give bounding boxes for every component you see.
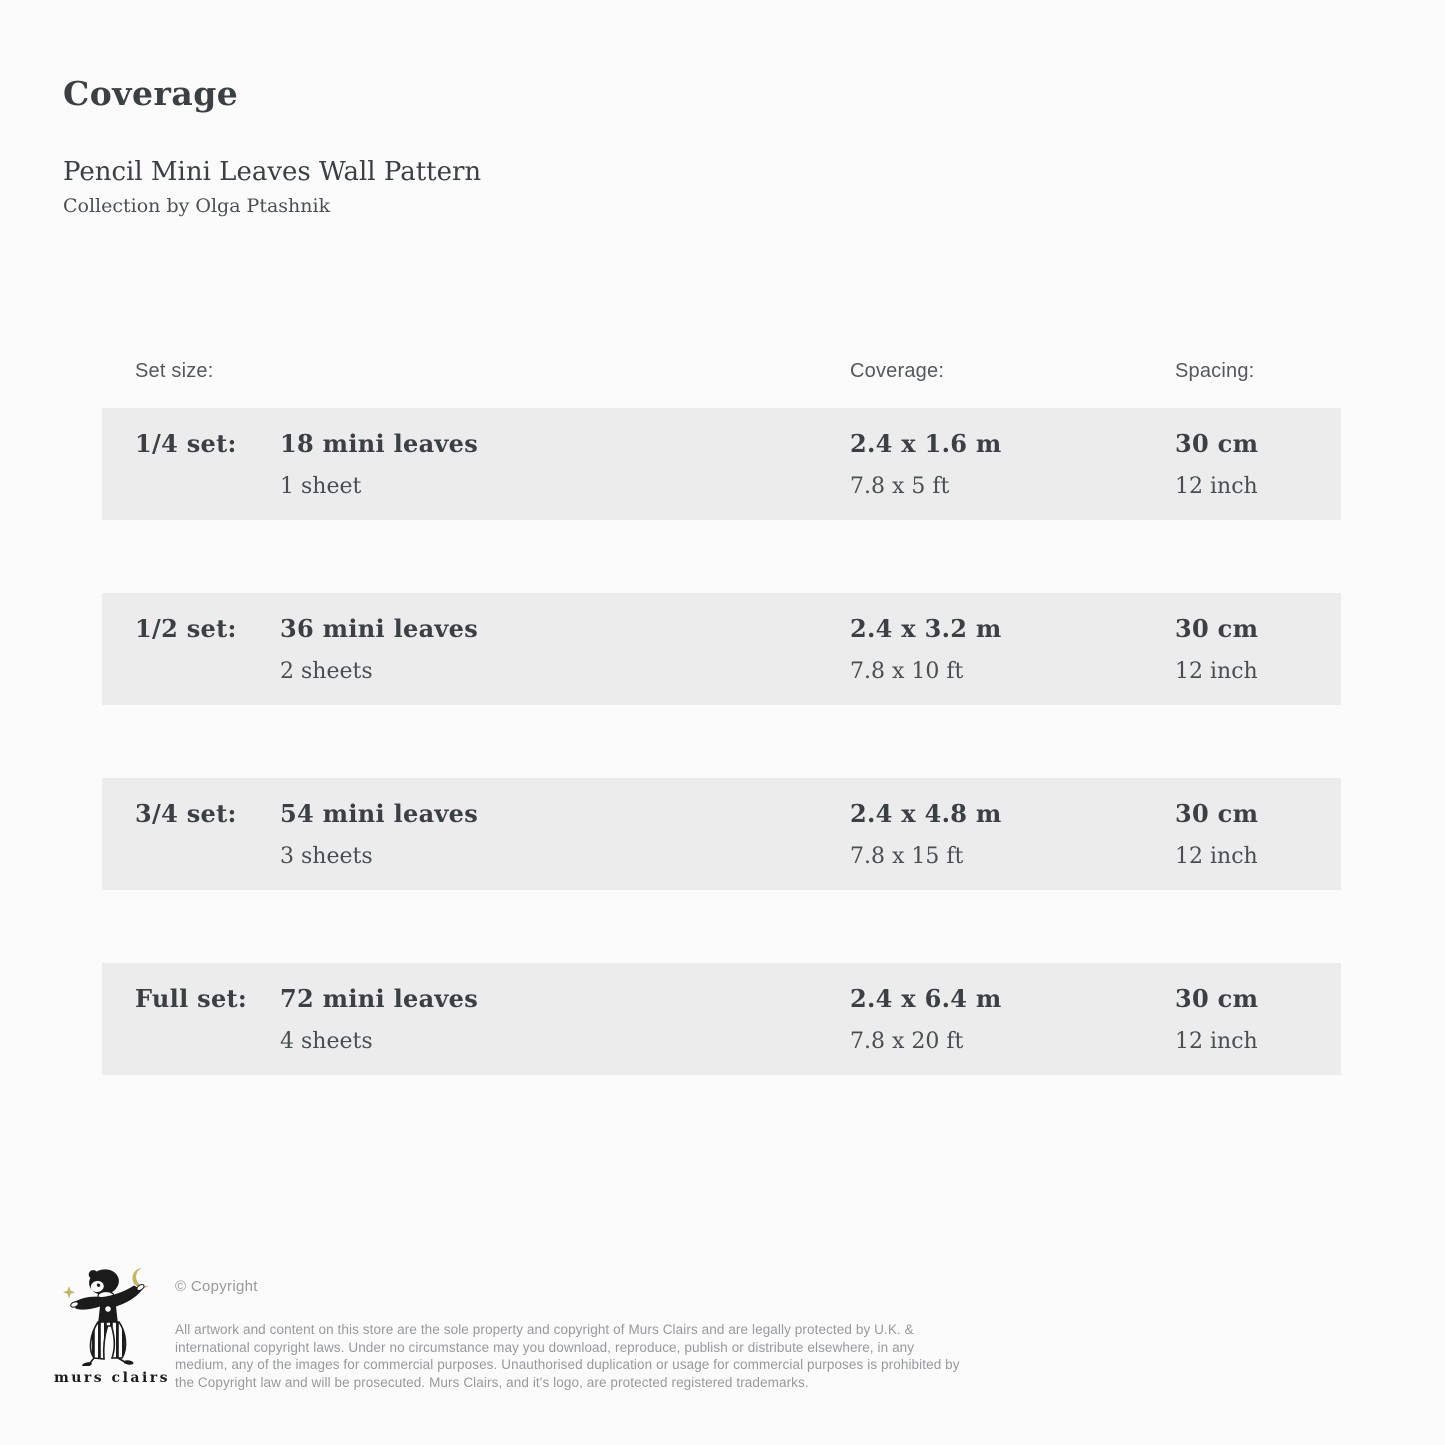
coverage-imperial: 7.8 x 10 ft <box>850 659 964 684</box>
table-row-full-set: Full set: 72 mini leaves 4 sheets 2.4 x … <box>102 963 1341 1075</box>
coverage-imperial: 7.8 x 20 ft <box>850 1029 964 1054</box>
cell-coverage: 2.4 x 4.8 m 7.8 x 15 ft <box>850 798 1002 872</box>
spacing-metric: 30 cm <box>1175 614 1259 643</box>
sheets-count: 3 sheets <box>280 844 373 869</box>
spacing-imperial: 12 inch <box>1175 659 1258 684</box>
col-header-spacing: Spacing: <box>1175 360 1255 382</box>
cell-coverage: 2.4 x 6.4 m 7.8 x 20 ft <box>850 983 1002 1057</box>
logo-wordmark: murs clairs <box>53 1370 171 1386</box>
spacing-imperial: 12 inch <box>1175 1029 1258 1054</box>
set-label: 1/2 set: <box>135 614 237 643</box>
cell-spacing: 30 cm 12 inch <box>1175 428 1258 502</box>
sheets-count: 2 sheets <box>280 659 373 684</box>
spacing-metric: 30 cm <box>1175 429 1259 458</box>
spacing-imperial: 12 inch <box>1175 474 1258 499</box>
coverage-metric: 2.4 x 3.2 m <box>850 614 1002 643</box>
leaves-count: 36 mini leaves <box>280 614 479 643</box>
product-name: Pencil Mini Leaves Wall Pattern <box>63 157 482 187</box>
cell-set-size: Full set: <box>135 983 247 1015</box>
table-row-quarter-set: 1/4 set: 18 mini leaves 1 sheet 2.4 x 1.… <box>102 408 1341 520</box>
cell-coverage: 2.4 x 1.6 m 7.8 x 5 ft <box>850 428 1002 502</box>
spacing-metric: 30 cm <box>1175 799 1259 828</box>
col-header-set-size: Set size: <box>135 360 214 382</box>
cell-set-size: 3/4 set: <box>135 798 237 830</box>
set-label: 1/4 set: <box>135 429 237 458</box>
cell-spacing: 30 cm 12 inch <box>1175 983 1258 1057</box>
cell-leaves: 54 mini leaves 3 sheets <box>280 798 478 872</box>
table-row-half-set: 1/2 set: 36 mini leaves 2 sheets 2.4 x 3… <box>102 593 1341 705</box>
cell-set-size: 1/2 set: <box>135 613 237 645</box>
moon-icon <box>132 1268 149 1288</box>
copyright-body: All artwork and content on this store ar… <box>175 1322 960 1390</box>
leaves-count: 18 mini leaves <box>280 429 479 458</box>
coverage-imperial: 7.8 x 15 ft <box>850 844 964 869</box>
cell-set-size: 1/4 set: <box>135 428 237 460</box>
table-row-three-quarter-set: 3/4 set: 54 mini leaves 3 sheets 2.4 x 4… <box>102 778 1341 890</box>
spacing-metric: 30 cm <box>1175 984 1259 1013</box>
coverage-metric: 2.4 x 4.8 m <box>850 799 1002 828</box>
sheets-count: 4 sheets <box>280 1029 373 1054</box>
star-icon <box>63 1286 75 1299</box>
spacing-imperial: 12 inch <box>1175 844 1258 869</box>
cell-spacing: 30 cm 12 inch <box>1175 613 1258 687</box>
cell-leaves: 36 mini leaves 2 sheets <box>280 613 478 687</box>
leaves-count: 54 mini leaves <box>280 799 479 828</box>
cell-spacing: 30 cm 12 inch <box>1175 798 1258 872</box>
cell-coverage: 2.4 x 3.2 m 7.8 x 10 ft <box>850 613 1002 687</box>
page-title: Coverage <box>63 74 239 113</box>
murs-clairs-logo-icon <box>63 1268 149 1366</box>
cell-leaves: 72 mini leaves 4 sheets <box>280 983 478 1057</box>
coverage-imperial: 7.8 x 5 ft <box>850 474 950 499</box>
coverage-metric: 2.4 x 6.4 m <box>850 984 1002 1013</box>
cell-leaves: 18 mini leaves 1 sheet <box>280 428 478 502</box>
col-header-coverage: Coverage: <box>850 360 945 382</box>
set-label: Full set: <box>135 984 248 1013</box>
sheets-count: 1 sheet <box>280 474 362 499</box>
copyright-title: © Copyright <box>175 1278 258 1295</box>
set-label: 3/4 set: <box>135 799 237 828</box>
leaves-count: 72 mini leaves <box>280 984 479 1013</box>
coverage-metric: 2.4 x 1.6 m <box>850 429 1002 458</box>
product-collection: Collection by Olga Ptashnik <box>63 195 331 217</box>
